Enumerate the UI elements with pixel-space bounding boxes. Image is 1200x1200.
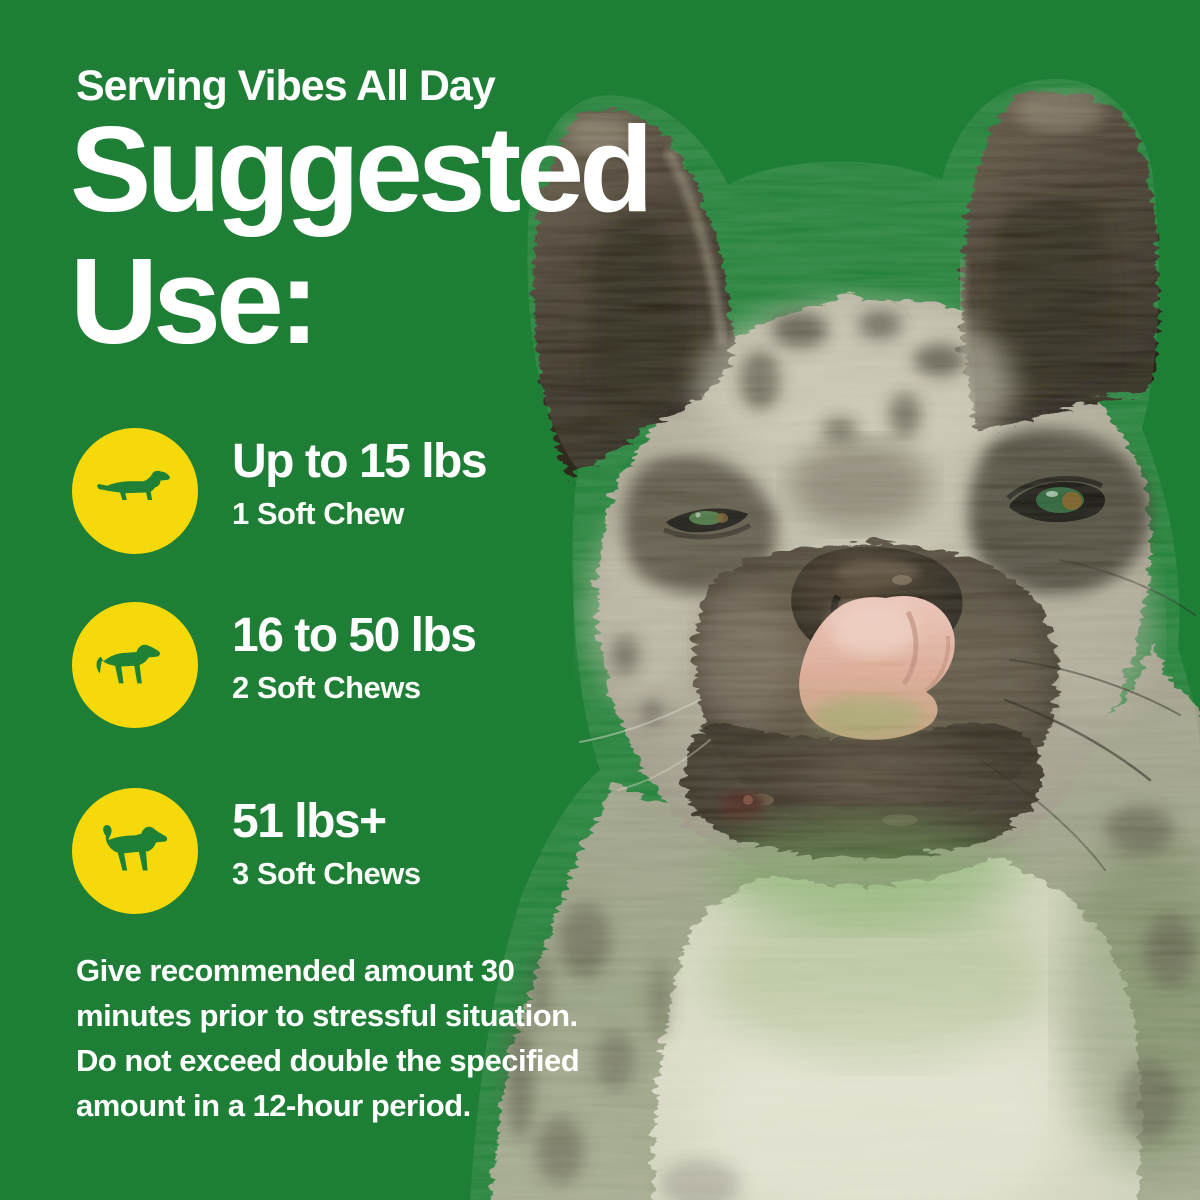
dose-amount: 3 Soft Chews bbox=[232, 856, 421, 891]
footnote-line: Do not exceed double the specified bbox=[76, 1043, 580, 1078]
medium-dog-icon bbox=[96, 644, 161, 684]
weight-range: 16 to 50 lbs bbox=[232, 609, 477, 662]
footnote-line: minutes prior to stressful situation. bbox=[76, 998, 578, 1033]
page-title: Suggested Use: bbox=[70, 101, 654, 369]
kicker-text: Serving Vibes All Day bbox=[76, 62, 496, 110]
hound-icon bbox=[103, 824, 168, 871]
usage-footnote: Give recommended amount 30 minutes prior… bbox=[76, 948, 580, 1128]
dose-amount: 1 Soft Chew bbox=[232, 496, 404, 531]
dachshund-icon bbox=[97, 470, 170, 500]
title-line-2: Use: bbox=[70, 232, 319, 369]
dosage-row-small: Up to 15 lbs 1 Soft Chew bbox=[72, 428, 488, 554]
weight-badge bbox=[72, 602, 198, 728]
dosage-row-large: 51 lbs+ 3 Soft Chews bbox=[72, 788, 421, 914]
weight-badge bbox=[72, 788, 198, 914]
dose-amount: 2 Soft Chews bbox=[232, 670, 421, 705]
weight-badge bbox=[72, 428, 198, 554]
footnote-line: Give recommended amount 30 bbox=[76, 953, 515, 988]
footnote-line: amount in a 12-hour period. bbox=[76, 1088, 471, 1123]
dosage-row-medium: 16 to 50 lbs 2 Soft Chews bbox=[72, 602, 477, 728]
weight-range: Up to 15 lbs bbox=[232, 435, 488, 488]
title-line-1: Suggested bbox=[70, 101, 654, 237]
weight-range: 51 lbs+ bbox=[232, 795, 387, 848]
